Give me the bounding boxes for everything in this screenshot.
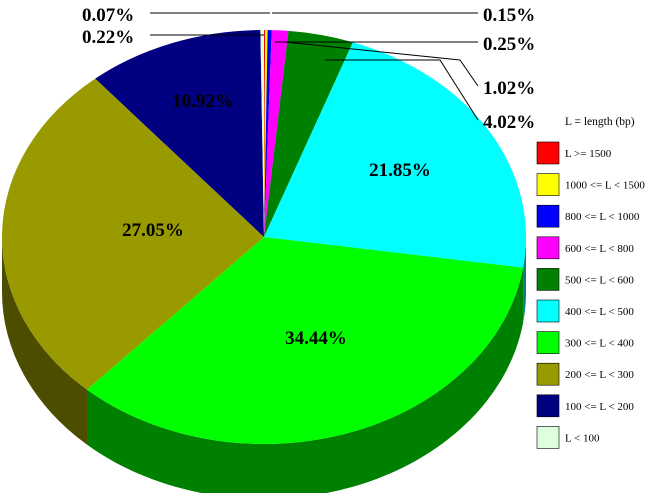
slice-label-4: 4.02%: [483, 112, 535, 133]
leader-line-4: [325, 59, 479, 121]
legend-label-4: 500 <= L < 600: [565, 274, 634, 286]
slice-label-6: 34.44%: [285, 328, 347, 349]
pie-slices: [2, 30, 527, 445]
pie-slice-0: [264, 30, 266, 237]
pie-slice-5: [264, 42, 527, 268]
leader-lines: [150, 12, 479, 121]
slice-label-3: 1.02%: [483, 78, 535, 99]
pie-side-6: [86, 267, 524, 493]
slice-label-1: 0.15%: [483, 5, 535, 26]
legend-swatch-8: [536, 394, 560, 418]
legend-label-6: 300 <= L < 400: [565, 338, 634, 350]
slice-label-5: 21.85%: [369, 160, 431, 181]
legend-label-1: 1000 <= L < 1500: [565, 180, 645, 192]
legend-swatch-4: [536, 268, 560, 291]
pie-side-5: [523, 237, 526, 323]
slice-labels: 0.07% 0.15% 0.25% 1.02% 4.02% 21.85% 34.44% 27.…: [82, 5, 535, 349]
leader-line-3: [284, 41, 479, 87]
pie-side-7: [2, 237, 87, 445]
legend-title: L = length (bp): [565, 116, 635, 128]
legend-swatch-6: [536, 331, 560, 354]
legend-label-7: 200 <= L < 300: [565, 369, 634, 381]
legend-label-0: L >= 1500: [565, 148, 612, 160]
slice-label-8: 10.92%: [172, 91, 234, 112]
slice-label-9: 0.22%: [82, 27, 134, 48]
legend-label-5: 400 <= L < 500: [565, 306, 634, 318]
legend-swatch-7: [536, 362, 560, 386]
legend-label-9: L < 100: [565, 432, 600, 444]
slice-label-2: 0.25%: [483, 34, 535, 55]
legend-label-8: 100 <= L < 200: [565, 401, 634, 413]
pie-slice-9: [260, 30, 264, 237]
legend-swatch-1: [536, 173, 560, 196]
legend-swatch-3: [536, 236, 560, 260]
slice-label-7: 27.05%: [122, 220, 184, 241]
pie-slice-8: [95, 30, 264, 238]
legend-label-2: 800 <= L < 1000: [565, 211, 640, 223]
pie-slice-1: [264, 30, 268, 238]
pie-slice-7: [2, 78, 264, 390]
legend-label-3: 600 <= L < 800: [565, 243, 634, 255]
pie-slice-2: [264, 30, 272, 238]
pie-slice-4: [264, 30, 353, 238]
legend-swatch-0: [536, 141, 560, 165]
legend-swatch-9: [536, 426, 560, 449]
slice-label-0: 0.07%: [82, 5, 134, 26]
pie-slice-3: [264, 30, 289, 237]
pie-slice-6: [86, 237, 524, 445]
legend-swatch-2: [536, 204, 560, 228]
legend: L = length (bp) L >= 1500 1000 <= L < 150…: [536, 116, 645, 449]
legend-swatch-5: [536, 299, 560, 323]
pie-3d-side: [2, 237, 526, 493]
